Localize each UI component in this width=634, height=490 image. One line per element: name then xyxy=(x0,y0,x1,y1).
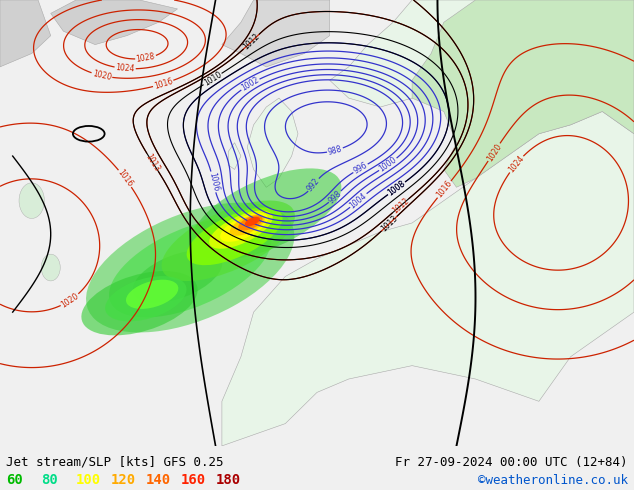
Text: 1013: 1013 xyxy=(144,152,162,173)
Text: Jet stream/SLP [kts] GFS 0.25: Jet stream/SLP [kts] GFS 0.25 xyxy=(6,456,224,468)
Text: 1020: 1020 xyxy=(91,69,112,82)
Text: 1006: 1006 xyxy=(207,172,220,193)
Text: 60: 60 xyxy=(6,473,23,487)
Text: 1012: 1012 xyxy=(391,196,411,216)
Ellipse shape xyxy=(162,200,295,281)
Text: 1016: 1016 xyxy=(435,179,454,200)
Text: 1008: 1008 xyxy=(386,179,407,197)
Text: 998: 998 xyxy=(327,189,344,205)
Text: 160: 160 xyxy=(181,473,206,487)
Polygon shape xyxy=(412,0,634,187)
Text: 1024: 1024 xyxy=(115,63,135,74)
Ellipse shape xyxy=(209,211,273,249)
Text: 1000: 1000 xyxy=(377,155,399,174)
Text: 1012: 1012 xyxy=(242,32,261,51)
Text: ©weatheronline.co.uk: ©weatheronline.co.uk xyxy=(477,474,628,487)
Text: 1010: 1010 xyxy=(202,70,223,88)
Ellipse shape xyxy=(126,280,178,309)
Ellipse shape xyxy=(191,169,341,260)
Text: 120: 120 xyxy=(111,473,136,487)
Ellipse shape xyxy=(186,207,283,265)
Ellipse shape xyxy=(230,215,264,236)
Text: 1020: 1020 xyxy=(485,142,503,163)
Ellipse shape xyxy=(109,218,271,318)
Polygon shape xyxy=(222,0,330,67)
Polygon shape xyxy=(247,98,298,187)
Text: 180: 180 xyxy=(216,473,241,487)
Ellipse shape xyxy=(41,254,60,281)
Polygon shape xyxy=(51,0,178,45)
Polygon shape xyxy=(0,0,51,67)
Text: 1028: 1028 xyxy=(136,52,156,64)
Text: 1002: 1002 xyxy=(240,75,261,93)
Polygon shape xyxy=(228,143,241,170)
Text: 1008: 1008 xyxy=(386,179,407,197)
Polygon shape xyxy=(330,0,495,107)
Ellipse shape xyxy=(133,250,222,303)
Text: 1020: 1020 xyxy=(60,291,81,309)
Ellipse shape xyxy=(105,276,186,321)
Text: 80: 80 xyxy=(41,473,58,487)
Text: 992: 992 xyxy=(306,176,321,194)
Text: 1024: 1024 xyxy=(507,154,526,174)
Ellipse shape xyxy=(86,203,294,332)
Ellipse shape xyxy=(245,217,260,226)
Ellipse shape xyxy=(19,183,44,219)
Ellipse shape xyxy=(238,216,262,230)
Text: Fr 27-09-2024 00:00 UTC (12+84): Fr 27-09-2024 00:00 UTC (12+84) xyxy=(395,456,628,468)
Text: 988: 988 xyxy=(327,144,343,157)
Text: 1013: 1013 xyxy=(379,214,399,234)
Ellipse shape xyxy=(220,213,268,242)
Text: 996: 996 xyxy=(352,161,369,176)
Polygon shape xyxy=(222,112,634,446)
Text: 1004: 1004 xyxy=(348,191,369,210)
Text: 100: 100 xyxy=(76,473,101,487)
Ellipse shape xyxy=(81,271,198,335)
Text: 1016: 1016 xyxy=(116,168,134,189)
Text: 140: 140 xyxy=(146,473,171,487)
Text: 1016: 1016 xyxy=(153,76,174,91)
